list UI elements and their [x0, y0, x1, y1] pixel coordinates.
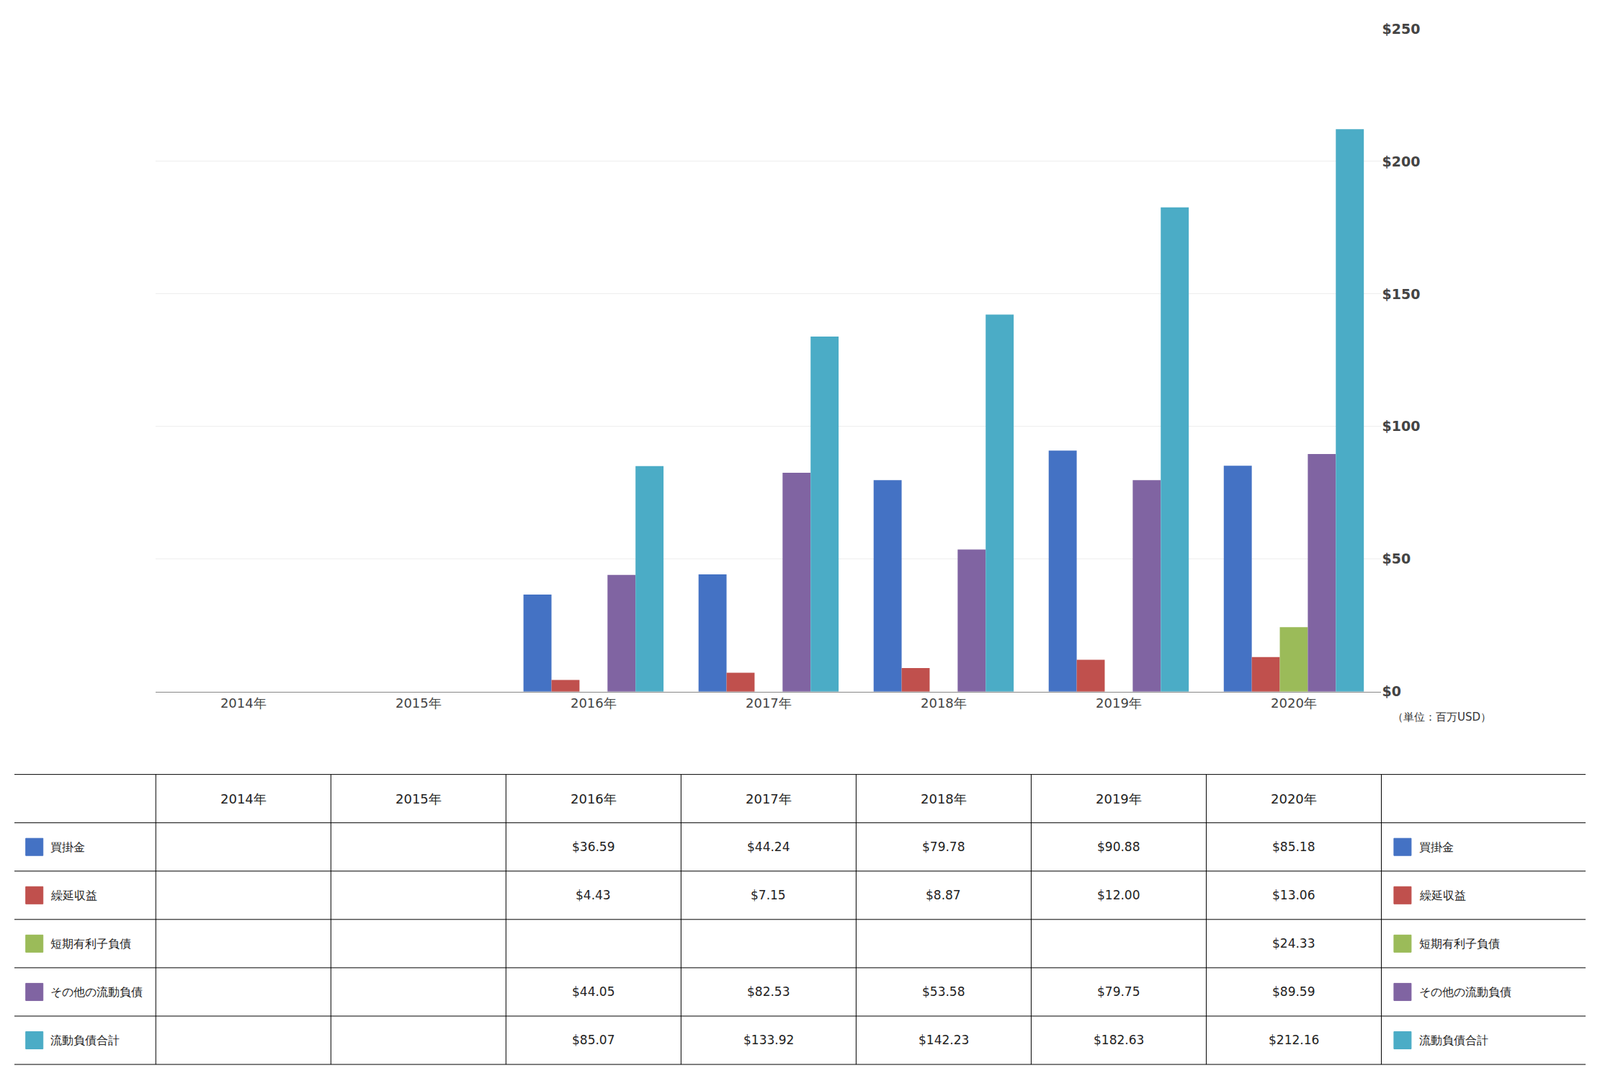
svg-text:短期有利子負債: 短期有利子負債 — [50, 936, 132, 951]
svg-text:$79.78: $79.78 — [922, 839, 965, 854]
svg-text:$0: $0 — [1381, 682, 1401, 699]
svg-text:2014年: 2014年 — [220, 790, 267, 807]
svg-text:2017年: 2017年 — [745, 695, 792, 711]
svg-text:2015年: 2015年 — [395, 790, 442, 807]
svg-text:2016年: 2016年 — [570, 790, 617, 807]
svg-text:$150: $150 — [1381, 285, 1420, 302]
svg-text:$24.33: $24.33 — [1272, 935, 1315, 951]
svg-text:$100: $100 — [1381, 417, 1420, 434]
svg-text:繰延収益: 繰延収益 — [50, 888, 98, 902]
svg-text:$44.05: $44.05 — [571, 984, 615, 999]
svg-text:その他の流動負債: その他の流動負債 — [50, 984, 143, 999]
svg-text:$82.53: $82.53 — [747, 984, 790, 999]
svg-text:$212.16: $212.16 — [1268, 1032, 1320, 1047]
svg-text:$13.06: $13.06 — [1272, 887, 1315, 902]
svg-text:$133.92: $133.92 — [743, 1032, 794, 1047]
svg-text:$12.00: $12.00 — [1097, 887, 1140, 902]
svg-text:$85.07: $85.07 — [571, 1032, 615, 1047]
svg-text:2019年: 2019年 — [1095, 695, 1142, 711]
svg-text:$90.88: $90.88 — [1097, 839, 1140, 854]
svg-text:$85.18: $85.18 — [1272, 839, 1315, 854]
svg-text:$50: $50 — [1381, 550, 1411, 567]
svg-text:2014年: 2014年 — [220, 695, 267, 711]
svg-text:2019年: 2019年 — [1095, 790, 1142, 807]
svg-text:買掛金: 買掛金 — [50, 839, 86, 854]
svg-text:$7.15: $7.15 — [750, 887, 786, 902]
svg-text:2015年: 2015年 — [395, 695, 442, 711]
svg-text:短期有利子負債: 短期有利子負債 — [1419, 936, 1500, 951]
svg-text:$8.87: $8.87 — [925, 887, 962, 902]
svg-text:2018年: 2018年 — [920, 790, 967, 807]
svg-text:$4.43: $4.43 — [575, 887, 611, 902]
svg-text:繰延収益: 繰延収益 — [1419, 888, 1467, 902]
svg-text:2020年: 2020年 — [1270, 790, 1317, 807]
svg-text:2016年: 2016年 — [570, 695, 617, 711]
svg-text:$36.59: $36.59 — [571, 839, 615, 854]
svg-text:2017年: 2017年 — [745, 790, 792, 807]
svg-text:流動負債合計: 流動負債合計 — [50, 1033, 120, 1047]
svg-text:買掛金: 買掛金 — [1419, 839, 1454, 854]
svg-text:2020年: 2020年 — [1270, 695, 1317, 711]
svg-text:（単位：百万USD）: （単位：百万USD） — [1392, 710, 1492, 724]
svg-text:$89.59: $89.59 — [1272, 984, 1315, 999]
svg-text:$53.58: $53.58 — [922, 984, 965, 999]
svg-text:$142.23: $142.23 — [918, 1032, 969, 1047]
svg-text:2018年: 2018年 — [920, 695, 967, 711]
svg-text:$182.63: $182.63 — [1093, 1032, 1144, 1047]
svg-text:$200: $200 — [1381, 153, 1420, 170]
svg-text:その他の流動負債: その他の流動負債 — [1419, 984, 1512, 999]
svg-text:$44.24: $44.24 — [747, 839, 790, 854]
svg-text:$250: $250 — [1381, 20, 1420, 37]
svg-text:$79.75: $79.75 — [1097, 984, 1140, 999]
svg-text:流動負債合計: 流動負債合計 — [1419, 1033, 1489, 1047]
